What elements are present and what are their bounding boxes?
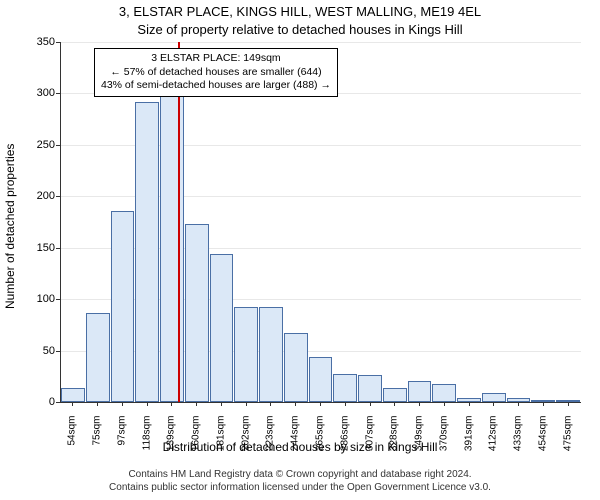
y-tick-label: 200	[15, 190, 55, 202]
x-tick-label: 328sqm	[389, 416, 400, 466]
x-tick-mark	[295, 402, 296, 406]
y-tick-mark	[56, 248, 60, 249]
y-tick-mark	[56, 402, 60, 403]
x-tick-label: 286sqm	[339, 416, 350, 466]
x-tick-mark	[320, 402, 321, 406]
y-tick-mark	[56, 299, 60, 300]
y-tick-label: 50	[15, 345, 55, 357]
annotation-box: 3 ELSTAR PLACE: 149sqm← 57% of detached …	[94, 48, 338, 97]
grid-line	[61, 42, 581, 43]
x-tick-mark	[419, 402, 420, 406]
x-tick-mark	[394, 402, 395, 406]
histogram-bar	[408, 381, 432, 402]
x-tick-mark	[345, 402, 346, 406]
x-tick-mark	[469, 402, 470, 406]
x-tick-mark	[72, 402, 73, 406]
x-tick-label: 412sqm	[488, 416, 499, 466]
histogram-bar	[309, 357, 333, 402]
x-tick-mark	[246, 402, 247, 406]
x-tick-mark	[97, 402, 98, 406]
x-tick-label: 349sqm	[414, 416, 425, 466]
x-tick-mark	[147, 402, 148, 406]
x-tick-label: 75sqm	[92, 416, 103, 466]
histogram-bar	[160, 83, 184, 402]
histogram-bar	[259, 307, 283, 402]
x-tick-label: 118sqm	[141, 416, 152, 466]
footer-line1: Contains HM Land Registry data © Crown c…	[0, 468, 600, 481]
x-tick-label: 370sqm	[438, 416, 449, 466]
x-tick-label: 202sqm	[240, 416, 251, 466]
footer-line2: Contains public sector information licen…	[0, 481, 600, 494]
histogram-bar	[86, 313, 110, 402]
x-tick-label: 265sqm	[315, 416, 326, 466]
histogram-bar	[333, 374, 357, 402]
y-tick-mark	[56, 145, 60, 146]
x-tick-mark	[543, 402, 544, 406]
histogram-bar	[383, 388, 407, 402]
chart-title-main: 3, ELSTAR PLACE, KINGS HILL, WEST MALLIN…	[0, 4, 600, 19]
histogram-bar	[185, 224, 209, 402]
y-tick-mark	[56, 93, 60, 94]
x-tick-label: 54sqm	[67, 416, 78, 466]
y-tick-label: 250	[15, 139, 55, 151]
histogram-bar	[432, 384, 456, 403]
annotation-line: ← 57% of detached houses are smaller (64…	[101, 66, 331, 80]
histogram-bar	[234, 307, 258, 402]
y-tick-label: 150	[15, 242, 55, 254]
x-tick-mark	[444, 402, 445, 406]
x-tick-label: 391sqm	[463, 416, 474, 466]
x-tick-mark	[122, 402, 123, 406]
x-tick-label: 97sqm	[116, 416, 127, 466]
chart-container: 3, ELSTAR PLACE, KINGS HILL, WEST MALLIN…	[0, 0, 600, 500]
y-axis-label-text: Number of detached properties	[3, 144, 17, 309]
x-tick-mark	[196, 402, 197, 406]
histogram-bar	[284, 333, 308, 402]
x-tick-label: 181sqm	[215, 416, 226, 466]
histogram-bar	[111, 211, 135, 402]
chart-title-sub: Size of property relative to detached ho…	[0, 22, 600, 37]
x-tick-mark	[493, 402, 494, 406]
y-axis-label: Number of detached properties	[3, 144, 17, 309]
x-tick-label: 160sqm	[191, 416, 202, 466]
y-tick-label: 0	[15, 396, 55, 408]
x-tick-label: 433sqm	[513, 416, 524, 466]
annotation-line: 43% of semi-detached houses are larger (…	[101, 79, 331, 93]
histogram-bar	[135, 102, 159, 402]
x-tick-label: 307sqm	[364, 416, 375, 466]
footer: Contains HM Land Registry data © Crown c…	[0, 468, 600, 494]
y-tick-label: 300	[15, 87, 55, 99]
x-tick-mark	[568, 402, 569, 406]
annotation-line: 3 ELSTAR PLACE: 149sqm	[101, 52, 331, 66]
x-tick-label: 139sqm	[166, 416, 177, 466]
histogram-bar	[61, 388, 85, 402]
x-tick-mark	[270, 402, 271, 406]
x-tick-label: 223sqm	[265, 416, 276, 466]
histogram-bar	[210, 254, 234, 402]
y-tick-mark	[56, 196, 60, 197]
x-tick-mark	[171, 402, 172, 406]
x-tick-label: 244sqm	[290, 416, 301, 466]
y-tick-mark	[56, 351, 60, 352]
histogram-bar	[482, 393, 506, 402]
x-tick-mark	[221, 402, 222, 406]
histogram-bar	[358, 375, 382, 402]
x-tick-mark	[370, 402, 371, 406]
y-tick-mark	[56, 42, 60, 43]
x-tick-label: 475sqm	[562, 416, 573, 466]
y-tick-label: 100	[15, 293, 55, 305]
y-tick-label: 350	[15, 36, 55, 48]
x-tick-mark	[518, 402, 519, 406]
x-tick-label: 454sqm	[537, 416, 548, 466]
